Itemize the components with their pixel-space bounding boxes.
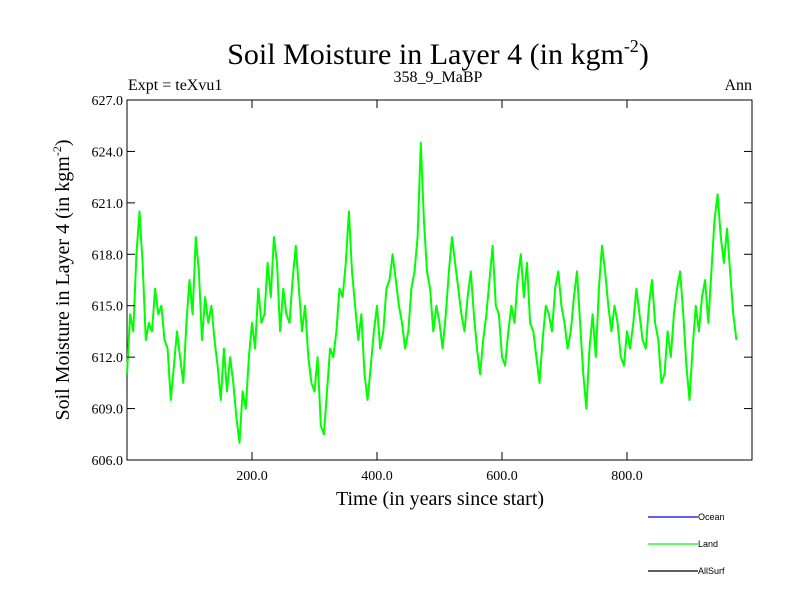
y-tick-label: 615.0 <box>92 300 124 315</box>
x-tick-label: 200.0 <box>236 469 268 484</box>
y-tick-label: 624.0 <box>92 145 124 160</box>
subtitle-left: Expt = teXvu1 <box>128 77 222 94</box>
legend-label-allsurf: AllSurf <box>698 566 725 576</box>
x-axis: 200.0 400.0 600.0 800.0 <box>236 100 643 484</box>
y-tick-label: 618.0 <box>92 248 124 263</box>
y-tick-label: 627.0 <box>92 94 124 109</box>
y-axis-label-sup: -2 <box>50 146 64 156</box>
y-axis-label: Soil Moisture in Layer 4 (in kgm-2) <box>50 139 74 420</box>
y-tick-label: 621.0 <box>92 197 124 212</box>
x-axis-label: Time (in years since start) <box>336 488 544 510</box>
subtitle-center: 358_9_MaBP <box>394 69 483 86</box>
x-tick-label: 600.0 <box>486 469 518 484</box>
chart-title-close: ) <box>639 38 649 71</box>
y-axis-label-main: Soil Moisture in Layer 4 (in kgm <box>52 156 74 421</box>
chart-title: Soil Moisture in Layer 4 (in kgm-2) <box>227 36 649 71</box>
y-tick-label: 612.0 <box>92 351 124 366</box>
series-line-land <box>126 141 738 444</box>
x-tick-label: 800.0 <box>611 469 643 484</box>
data-layer <box>126 141 738 444</box>
y-tick-label: 609.0 <box>92 403 124 418</box>
legend-label-ocean: Ocean <box>698 512 725 522</box>
y-axis-label-close: ) <box>52 139 74 146</box>
subtitle-right: Ann <box>724 77 752 94</box>
legend-label-land: Land <box>698 539 718 549</box>
chart-title-main: Soil Moisture in Layer 4 (in kgm <box>227 38 624 71</box>
y-tick-label: 606.0 <box>92 454 124 469</box>
y-axis: 606.0 609.0 612.0 615.0 618.0 621.0 624.0 627.0 <box>92 94 752 469</box>
plot-frame <box>126 99 753 461</box>
chart-title-sup: -2 <box>624 36 639 56</box>
legend: Ocean Land AllSurf <box>648 512 725 576</box>
x-tick-label: 400.0 <box>361 469 393 484</box>
